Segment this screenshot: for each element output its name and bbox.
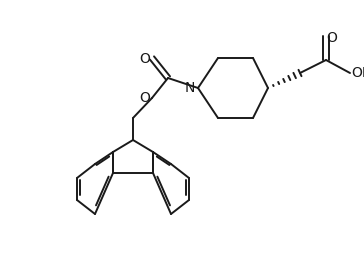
Text: N: N xyxy=(185,81,195,95)
Text: O: O xyxy=(139,91,150,105)
Text: O: O xyxy=(139,52,150,66)
Text: OH: OH xyxy=(351,66,364,80)
Text: O: O xyxy=(327,31,337,45)
